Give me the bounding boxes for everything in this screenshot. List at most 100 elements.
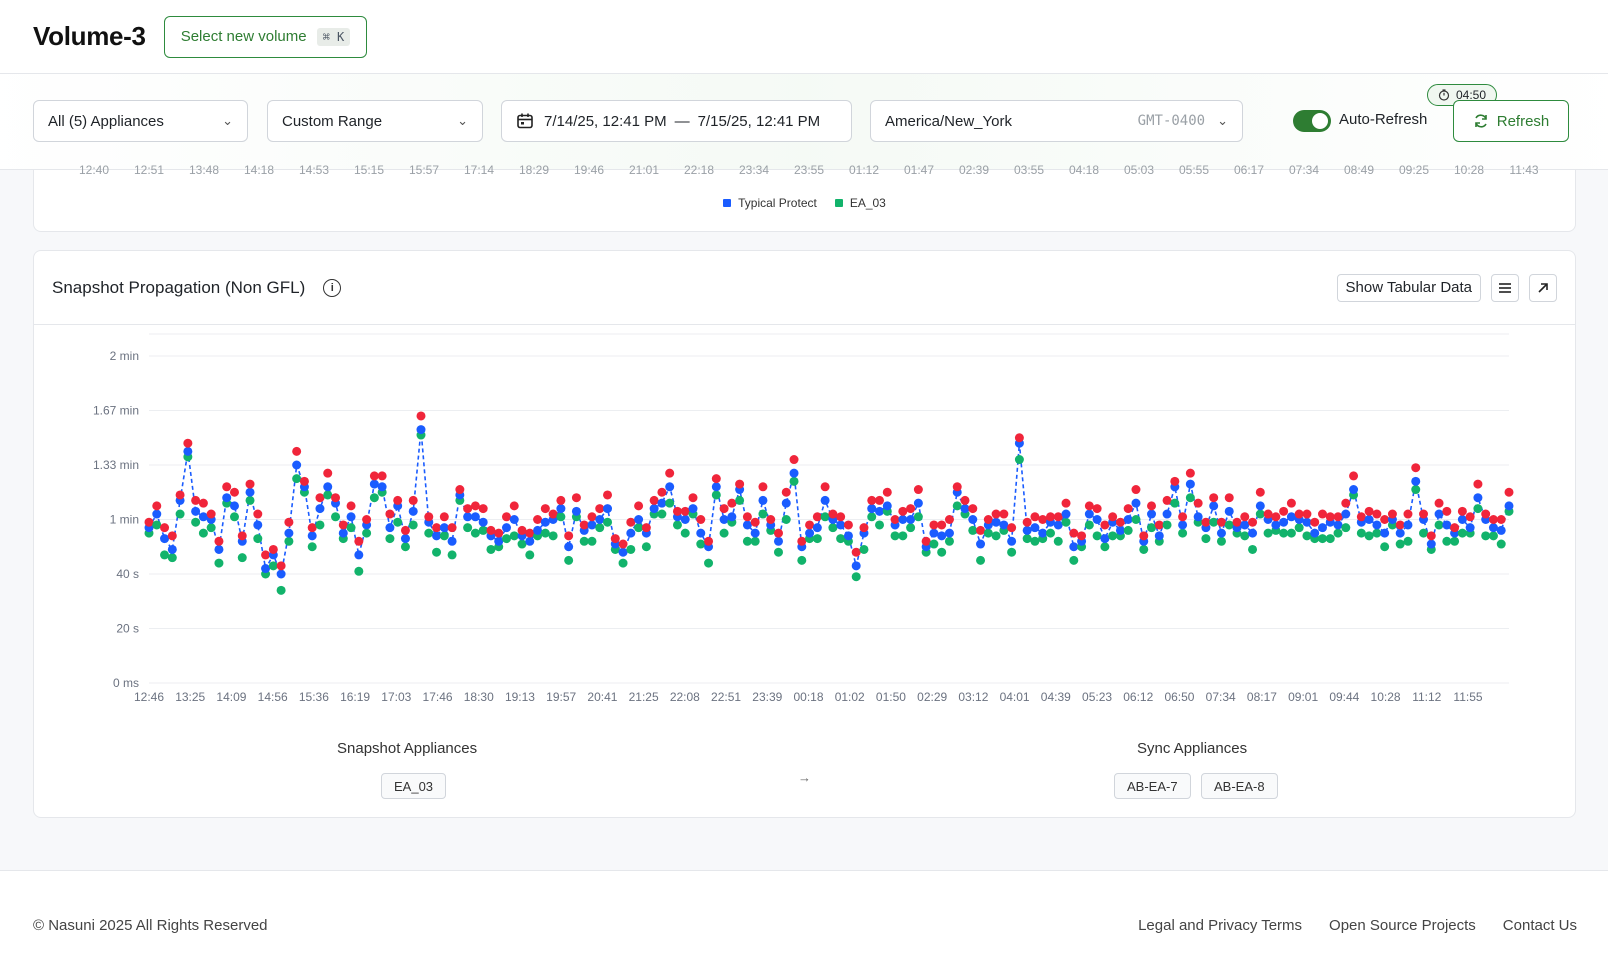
data-point-green[interactable] bbox=[742, 536, 752, 546]
data-point-green[interactable] bbox=[1092, 531, 1102, 541]
data-point-red[interactable] bbox=[1481, 509, 1491, 519]
data-point-blue[interactable] bbox=[1380, 528, 1390, 538]
timezone-select[interactable]: America/New_York GMT-0400 ⌄ bbox=[870, 100, 1243, 142]
data-point-red[interactable] bbox=[307, 523, 317, 533]
data-point-red[interactable] bbox=[952, 482, 962, 492]
data-point-green[interactable] bbox=[478, 525, 488, 535]
data-point-green[interactable] bbox=[758, 509, 768, 519]
data-point-blue[interactable] bbox=[595, 515, 605, 524]
data-point-green[interactable] bbox=[1481, 531, 1491, 541]
data-point-red[interactable] bbox=[1426, 531, 1436, 541]
data-point-blue[interactable] bbox=[1310, 528, 1320, 538]
data-point-green[interactable] bbox=[1403, 536, 1413, 546]
data-point-green[interactable] bbox=[525, 550, 535, 560]
data-point-blue[interactable] bbox=[836, 520, 846, 530]
data-point-red[interactable] bbox=[1349, 471, 1359, 481]
data-point-green[interactable] bbox=[1240, 531, 1250, 541]
data-point-red[interactable] bbox=[1255, 487, 1265, 497]
data-point-green[interactable] bbox=[1069, 555, 1079, 565]
data-point-blue[interactable] bbox=[937, 531, 947, 541]
data-point-red[interactable] bbox=[393, 495, 403, 505]
data-point-red[interactable] bbox=[634, 501, 644, 511]
data-point-red[interactable] bbox=[867, 495, 877, 505]
data-point-blue[interactable] bbox=[1434, 509, 1444, 519]
data-point-red[interactable] bbox=[711, 474, 721, 484]
data-point-red[interactable] bbox=[1123, 504, 1133, 514]
refresh-button[interactable]: Refresh bbox=[1453, 100, 1569, 142]
data-point-red[interactable] bbox=[377, 471, 387, 481]
data-point-red[interactable] bbox=[828, 509, 838, 519]
data-point-red[interactable] bbox=[882, 487, 892, 497]
data-point-blue[interactable] bbox=[307, 531, 317, 541]
data-point-green[interactable] bbox=[1185, 493, 1195, 503]
data-point-blue[interactable] bbox=[1302, 517, 1312, 527]
data-point-red[interactable] bbox=[292, 446, 302, 456]
data-point-red[interactable] bbox=[1450, 523, 1460, 533]
data-point-green[interactable] bbox=[1216, 536, 1226, 546]
data-point-red[interactable] bbox=[1108, 512, 1118, 522]
snapshot-appliance-chip[interactable]: EA_03 bbox=[381, 773, 447, 799]
data-point-green[interactable] bbox=[447, 550, 457, 560]
data-point-blue[interactable] bbox=[1504, 501, 1514, 511]
data-point-red[interactable] bbox=[812, 512, 822, 522]
data-point-red[interactable] bbox=[1271, 512, 1281, 522]
select-volume-button[interactable]: Select new volume ⌘ K bbox=[163, 15, 368, 58]
data-point-blue[interactable] bbox=[742, 520, 752, 530]
data-point-red[interactable] bbox=[276, 561, 286, 571]
sync-appliance-chip[interactable]: AB-EA-7 bbox=[1114, 773, 1191, 799]
data-point-green[interactable] bbox=[331, 512, 341, 522]
data-point-green[interactable] bbox=[268, 561, 278, 571]
data-point-blue[interactable] bbox=[416, 425, 426, 435]
data-point-red[interactable] bbox=[805, 520, 815, 530]
data-point-green[interactable] bbox=[991, 531, 1001, 541]
data-point-red[interactable] bbox=[1092, 504, 1102, 514]
data-point-green[interactable] bbox=[773, 547, 783, 557]
data-point-red[interactable] bbox=[237, 531, 247, 541]
data-point-red[interactable] bbox=[1302, 509, 1312, 519]
data-point-red[interactable] bbox=[385, 509, 395, 519]
data-point-green[interactable] bbox=[595, 523, 605, 533]
data-point-blue[interactable] bbox=[1038, 528, 1048, 538]
data-point-blue[interactable] bbox=[1147, 509, 1157, 519]
data-point-red[interactable] bbox=[1248, 517, 1258, 527]
data-point-red[interactable] bbox=[1325, 512, 1335, 522]
data-point-red[interactable] bbox=[1178, 512, 1188, 522]
data-point-blue[interactable] bbox=[711, 482, 721, 492]
data-point-green[interactable] bbox=[1108, 531, 1118, 541]
data-point-green[interactable] bbox=[439, 531, 449, 541]
data-point-red[interactable] bbox=[626, 517, 636, 527]
data-point-blue[interactable] bbox=[1053, 520, 1063, 530]
expand-button[interactable] bbox=[1529, 273, 1557, 302]
data-point-green[interactable] bbox=[634, 523, 644, 533]
data-point-blue[interactable] bbox=[626, 528, 636, 538]
data-point-blue[interactable] bbox=[960, 504, 970, 514]
data-point-green[interactable] bbox=[1139, 544, 1149, 554]
data-point-red[interactable] bbox=[719, 504, 729, 514]
data-point-blue[interactable] bbox=[618, 547, 628, 557]
data-point-red[interactable] bbox=[478, 504, 488, 514]
data-point-green[interactable] bbox=[517, 539, 527, 549]
data-point-red[interactable] bbox=[1139, 531, 1149, 541]
data-point-blue[interactable] bbox=[1224, 506, 1234, 516]
auto-refresh-toggle[interactable] bbox=[1293, 110, 1331, 132]
data-point-green[interactable] bbox=[859, 544, 869, 554]
data-point-blue[interactable] bbox=[680, 515, 690, 524]
data-point-red[interactable] bbox=[400, 525, 410, 535]
data-point-blue[interactable] bbox=[913, 498, 923, 508]
data-point-green[interactable] bbox=[237, 553, 247, 563]
data-point-blue[interactable] bbox=[944, 528, 954, 538]
data-point-red[interactable] bbox=[983, 515, 993, 524]
data-point-red[interactable] bbox=[773, 528, 783, 538]
data-point-green[interactable] bbox=[1496, 539, 1506, 549]
data-point-blue[interactable] bbox=[261, 564, 271, 574]
data-point-blue[interactable] bbox=[1022, 525, 1032, 535]
data-point-red[interactable] bbox=[618, 539, 628, 549]
data-point-blue[interactable] bbox=[1240, 520, 1250, 530]
legend-item-ea03[interactable]: EA_03 bbox=[834, 196, 886, 210]
data-point-green[interactable] bbox=[1248, 544, 1258, 554]
data-point-green[interactable] bbox=[1356, 528, 1366, 538]
data-point-red[interactable] bbox=[206, 509, 216, 519]
data-point-green[interactable] bbox=[1488, 531, 1498, 541]
data-point-red[interactable] bbox=[649, 495, 659, 505]
data-point-blue[interactable] bbox=[494, 536, 504, 546]
